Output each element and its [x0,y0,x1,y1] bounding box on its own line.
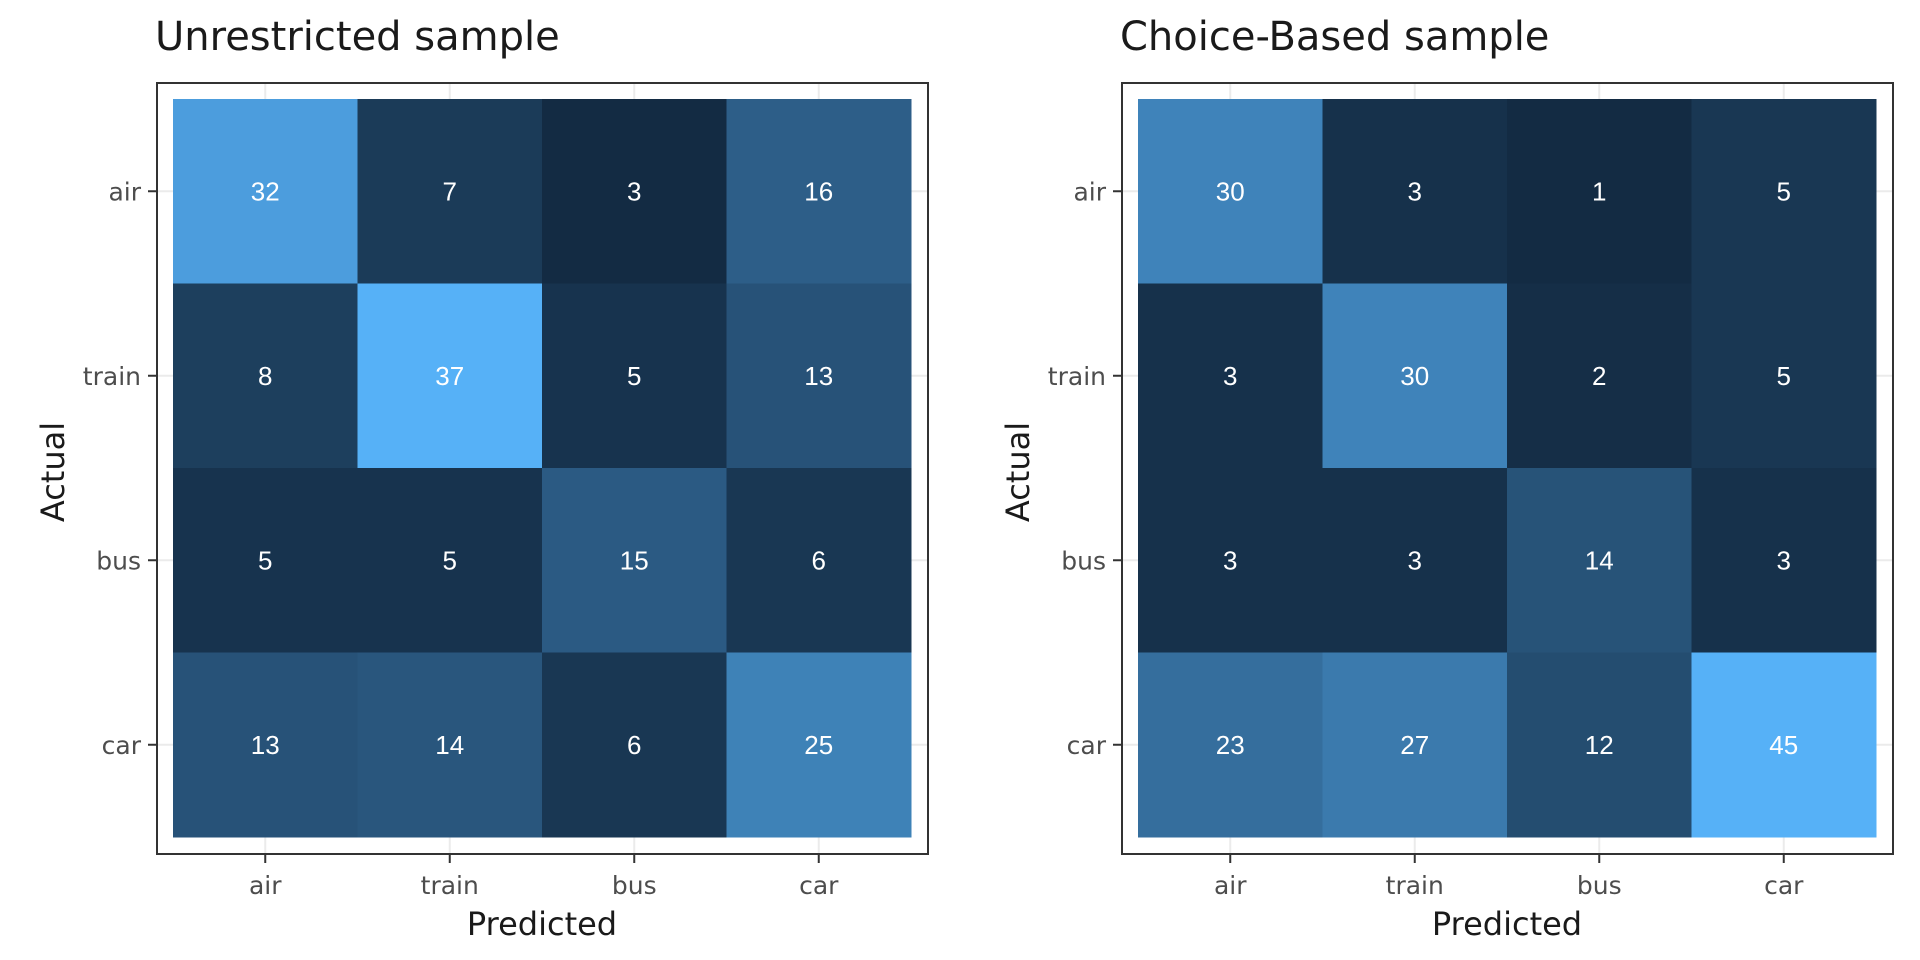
heatmap-cell-bus-train [357,468,543,653]
y-axis-title: Actual [34,422,72,522]
x-tick-label: car [1764,871,1804,900]
heatmap-cell-car-train [357,652,543,838]
heatmap-cell-air-bus [1507,99,1692,284]
cell-value-label: 30 [1216,176,1245,206]
heatmap-cell-air-car [726,99,912,284]
x-tick-label: car [799,871,839,900]
cell-value-label: 23 [1216,730,1245,760]
y-tick-label: train [83,362,141,391]
y-tick-label: car [102,731,142,760]
plot-frame [1121,82,1894,855]
cell-value-label: 2 [1592,361,1606,391]
cell-value-label: 37 [435,361,464,391]
heatmap-cell-train-train [1322,283,1508,469]
cell-value-label: 3 [627,176,641,206]
panel-unrestricted: Unrestricted sample Predicted Actual 32 7… [34,14,929,943]
y-tick-label: train [1048,362,1106,391]
heatmap-cell-air-car [1691,99,1877,284]
cell-value-label: 3 [1408,545,1422,575]
heatmap-cell-car-air [1138,652,1323,838]
heatmap-cell-bus-air [1138,468,1323,653]
heatmap-cell-air-bus [542,99,727,284]
cell-value-label: 5 [1777,176,1791,206]
heatmap-cells [173,99,912,838]
cell-value-label: 27 [1400,730,1429,760]
cell-value-label: 8 [258,361,272,391]
heatmap-cell-bus-car [726,468,912,653]
x-axis-title: Predicted [467,905,617,943]
heatmap-cell-air-air [173,99,358,284]
plot-frame [156,82,929,855]
y-tick-label: air [108,177,141,206]
cell-value-label: 32 [251,176,280,206]
heatmap-cell-bus-car [1691,468,1877,653]
heatmap-cell-train-air [173,283,358,469]
heatmap-cell-train-bus [542,283,727,469]
cell-value-label: 30 [1400,361,1429,391]
x-tick-label: bus [1577,871,1622,900]
x-axis: air train bus car [249,854,839,900]
x-axis-title: Predicted [1432,905,1582,943]
cell-value-label: 5 [627,361,641,391]
y-tick-label: air [1073,177,1106,206]
heatmap-cell-train-air [1138,283,1323,469]
cell-value-label: 6 [812,545,826,575]
cell-value-label: 13 [804,361,833,391]
cell-value-label: 6 [627,730,641,760]
cell-value-label: 5 [1777,361,1791,391]
y-tick-label: bus [96,546,141,575]
cell-value-label: 15 [620,545,649,575]
cell-value-label: 13 [251,730,280,760]
x-tick-label: train [421,871,479,900]
heatmap-cell-train-car [1691,283,1877,469]
heatmap-cell-air-train [1322,99,1508,284]
heatmap-cell-train-bus [1507,283,1692,469]
x-tick-label: air [1214,871,1247,900]
heatmap-cell-bus-bus [542,468,727,653]
heatmap-cell-air-train [357,99,543,284]
cell-value-label: 16 [804,176,833,206]
cell-value-label: 14 [1585,545,1614,575]
heatmap-cells [1138,99,1877,838]
y-axis: air train bus car [83,177,157,760]
heatmap-cell-train-train [357,283,543,469]
cell-labels: 30 3 1 5 3 30 2 5 3 3 14 3 23 27 12 45 [1216,176,1798,760]
heatmap-cell-car-car [1691,652,1877,838]
x-tick-label: train [1386,871,1444,900]
cell-value-label: 5 [258,545,272,575]
cell-value-label: 3 [1408,176,1422,206]
x-axis: air train bus car [1214,854,1804,900]
heatmap-cell-train-car [726,283,912,469]
y-tick-label: bus [1061,546,1106,575]
heatmap-cell-bus-air [173,468,358,653]
cell-value-label: 14 [435,730,464,760]
x-tick-label: air [249,871,282,900]
cell-value-label: 12 [1585,730,1614,760]
heatmap-cell-bus-bus [1507,468,1692,653]
heatmap-cell-car-car [726,652,912,838]
cell-value-label: 45 [1769,730,1798,760]
heatmap-cell-car-bus [1507,652,1692,838]
cell-value-label: 3 [1223,361,1237,391]
heatmap-cell-air-air [1138,99,1323,284]
panel-title: Choice-Based sample [1120,14,1549,60]
heatmap-cell-bus-train [1322,468,1508,653]
x-tick-label: bus [612,871,657,900]
cell-value-label: 3 [1223,545,1237,575]
heatmap-cell-car-train [1322,652,1508,838]
heatmap-cell-car-bus [542,652,727,838]
y-tick-label: car [1067,731,1107,760]
panel-choice-based: Choice-Based sample Predicted Actual 30 3… [999,14,1894,943]
cell-value-label: 5 [443,545,457,575]
y-axis-title: Actual [999,422,1037,522]
cell-value-label: 7 [443,176,457,206]
cell-value-label: 3 [1777,545,1791,575]
panel-title: Unrestricted sample [155,14,560,60]
y-axis: air train bus car [1048,177,1122,760]
cell-labels: 32 7 3 16 8 37 5 13 5 5 15 6 13 14 6 25 [251,176,833,760]
cell-value-label: 1 [1592,176,1606,206]
heatmap-cell-car-air [173,652,358,838]
cell-value-label: 25 [804,730,833,760]
